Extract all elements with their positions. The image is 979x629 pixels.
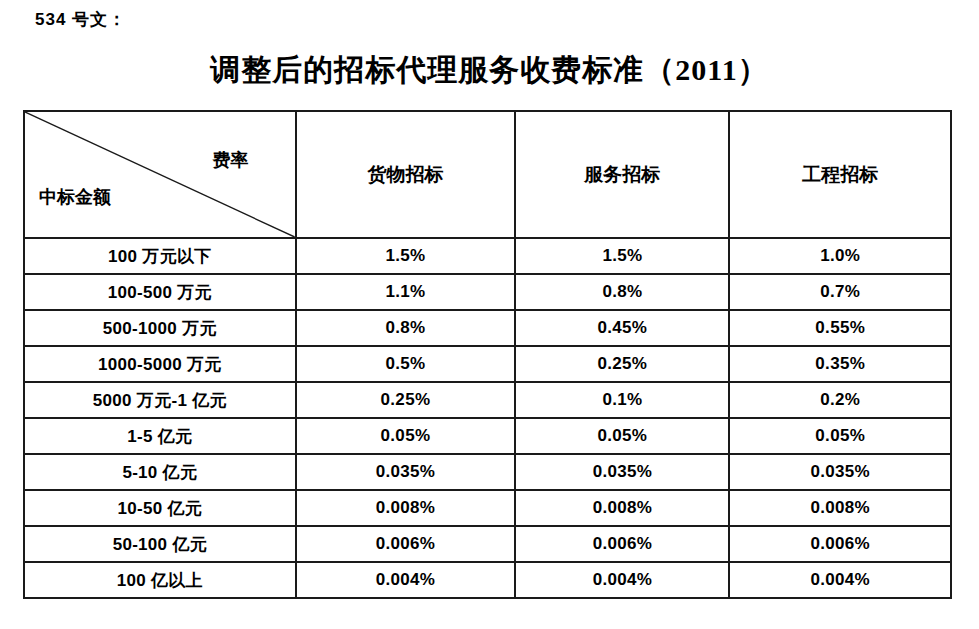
fee-cell: 0.008% [296,490,516,526]
fee-cell: 1.5% [296,238,516,274]
row-label: 1-5 亿元 [24,418,296,454]
fee-cell: 0.55% [729,310,951,346]
table-row: 1000-5000 万元 0.5% 0.25% 0.35% [24,346,951,382]
table-row: 100 万元以下 1.5% 1.5% 1.0% [24,238,951,274]
fee-cell: 0.006% [515,526,729,562]
fee-cell: 0.006% [729,526,951,562]
corner-label-amount: 中标金额 [39,185,111,209]
fee-cell: 1.0% [729,238,951,274]
doc-number: 534 号文： [35,8,126,31]
table-body: 100 万元以下 1.5% 1.5% 1.0% 100-500 万元 1.1% … [24,238,951,598]
document-page: 534 号文： 调整后的招标代理服务收费标准（2011） 费率 中标金额 货物招… [0,0,979,629]
row-label: 100 万元以下 [24,238,296,274]
table-row: 5-10 亿元 0.035% 0.035% 0.035% [24,454,951,490]
fee-cell: 0.05% [515,418,729,454]
table-row: 100-500 万元 1.1% 0.8% 0.7% [24,274,951,310]
fee-cell: 0.008% [515,490,729,526]
row-label: 100 亿以上 [24,562,296,598]
row-label: 5000 万元-1 亿元 [24,382,296,418]
row-label: 500-1000 万元 [24,310,296,346]
fee-table: 费率 中标金额 货物招标 服务招标 工程招标 100 万元以下 1.5% 1.5… [23,110,952,599]
fee-cell: 0.05% [729,418,951,454]
fee-cell: 0.035% [296,454,516,490]
fee-cell: 0.004% [515,562,729,598]
fee-cell: 1.5% [515,238,729,274]
table-row: 1-5 亿元 0.05% 0.05% 0.05% [24,418,951,454]
column-header-services: 服务招标 [515,111,729,238]
table-row: 10-50 亿元 0.008% 0.008% 0.008% [24,490,951,526]
row-label: 10-50 亿元 [24,490,296,526]
fee-cell: 1.1% [296,274,516,310]
row-label: 5-10 亿元 [24,454,296,490]
fee-cell: 0.8% [515,274,729,310]
fee-cell: 0.25% [515,346,729,382]
table-row: 100 亿以上 0.004% 0.004% 0.004% [24,562,951,598]
fee-cell: 0.035% [729,454,951,490]
fee-cell: 0.35% [729,346,951,382]
table-row: 500-1000 万元 0.8% 0.45% 0.55% [24,310,951,346]
fee-cell: 0.45% [515,310,729,346]
corner-label-rate: 费率 [213,148,249,172]
fee-cell: 0.5% [296,346,516,382]
fee-cell: 0.006% [296,526,516,562]
column-header-goods: 货物招标 [296,111,516,238]
header-row: 费率 中标金额 货物招标 服务招标 工程招标 [24,111,951,238]
fee-cell: 0.8% [296,310,516,346]
diagonal-divider-line [25,112,295,237]
row-label: 50-100 亿元 [24,526,296,562]
corner-header-cell: 费率 中标金额 [24,111,296,238]
fee-cell: 0.1% [515,382,729,418]
fee-cell: 0.035% [515,454,729,490]
fee-cell: 0.004% [296,562,516,598]
table-row: 5000 万元-1 亿元 0.25% 0.1% 0.2% [24,382,951,418]
page-title: 调整后的招标代理服务收费标准（2011） [0,50,979,91]
row-label: 100-500 万元 [24,274,296,310]
fee-cell: 0.7% [729,274,951,310]
fee-cell: 0.2% [729,382,951,418]
fee-cell: 0.25% [296,382,516,418]
table-row: 50-100 亿元 0.006% 0.006% 0.006% [24,526,951,562]
fee-cell: 0.05% [296,418,516,454]
column-header-engineering: 工程招标 [729,111,951,238]
row-label: 1000-5000 万元 [24,346,296,382]
fee-cell: 0.004% [729,562,951,598]
fee-cell: 0.008% [729,490,951,526]
